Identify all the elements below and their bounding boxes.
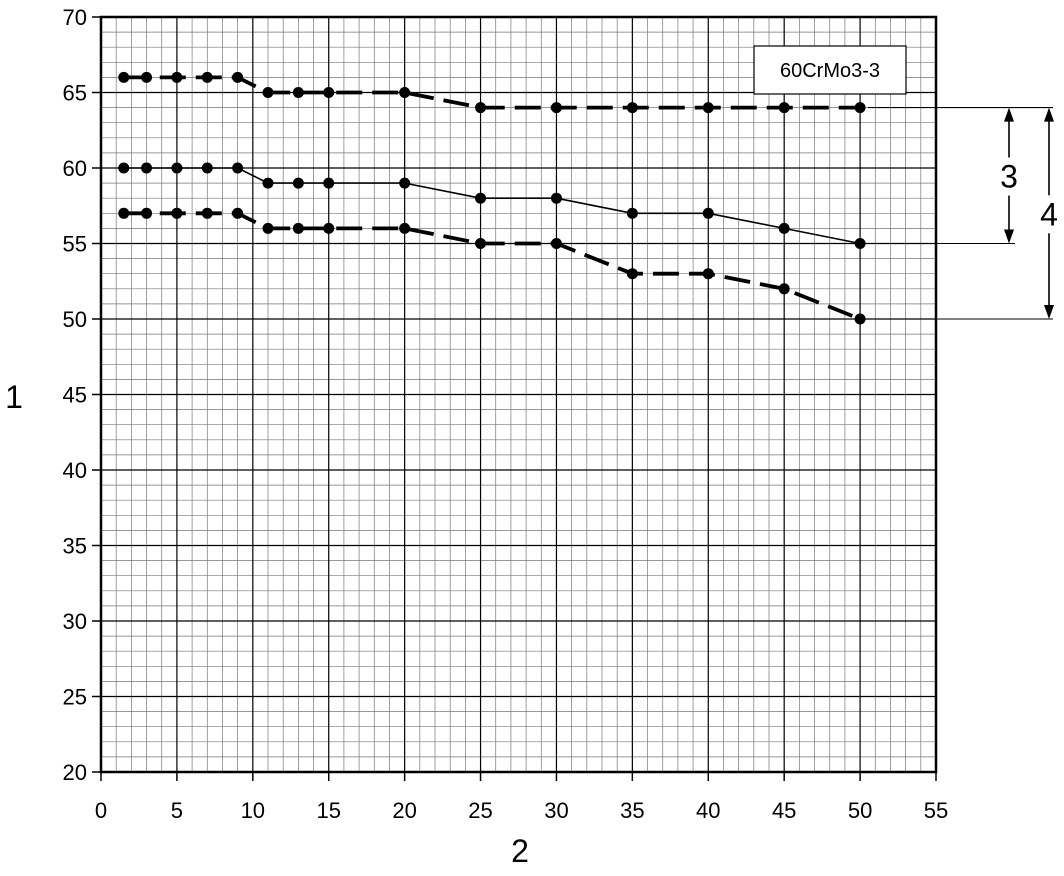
x-tick-label: 35 — [620, 798, 644, 823]
x-tick-label: 10 — [241, 798, 265, 823]
x-tick-label: 30 — [544, 798, 568, 823]
x-axis-title: 2 — [511, 833, 529, 869]
data-point — [292, 87, 304, 98]
data-point — [778, 102, 790, 114]
x-tick-label: 45 — [772, 798, 796, 823]
x-tick-label: 50 — [848, 798, 872, 823]
y-tick-label: 20 — [63, 760, 87, 785]
data-point — [141, 162, 153, 174]
data-point — [702, 268, 714, 280]
grid-major — [100, 16, 937, 773]
x-tick-label: 5 — [171, 798, 183, 823]
legend-box — [753, 45, 907, 95]
x-tick-label: 20 — [392, 798, 416, 823]
x-tick-label: 0 — [95, 798, 107, 823]
data-point — [854, 238, 866, 249]
data-point — [171, 71, 183, 83]
arrow-head-up — [1044, 107, 1054, 122]
annotations: 34 — [868, 107, 1060, 320]
data-point — [201, 162, 213, 174]
data-point — [550, 238, 562, 249]
data-point — [201, 207, 213, 219]
x-tick-label: 15 — [316, 798, 340, 823]
annotation-label: 3 — [1000, 159, 1018, 195]
x-tick-labels: 0 5 10 15 20 25 30 35 40 45 50 55 — [95, 798, 948, 823]
series-line-2 — [123, 167, 861, 245]
arrow-head-up — [1004, 107, 1014, 122]
y-tick-label: 70 — [63, 5, 87, 30]
data-point — [141, 207, 153, 219]
data-point — [171, 207, 183, 219]
data-point — [854, 102, 866, 114]
data-point — [626, 268, 638, 280]
data-point — [292, 177, 304, 189]
tick-marks — [92, 16, 937, 781]
y-tick-label: 25 — [63, 685, 87, 710]
data-point — [171, 162, 183, 174]
data-point — [475, 102, 487, 114]
data-point — [232, 71, 244, 83]
data-point — [702, 207, 714, 219]
data-point — [141, 71, 153, 83]
arrow-head-down — [1044, 305, 1054, 319]
data-point — [292, 222, 304, 234]
x-tick-label: 55 — [924, 798, 948, 823]
x-tick-label: 25 — [468, 798, 492, 823]
y-tick-label: 55 — [63, 232, 87, 257]
data-point — [399, 222, 411, 234]
data-point — [323, 222, 335, 234]
y-tick-label: 60 — [63, 156, 87, 181]
y-tick-labels: 20 25 30 35 40 45 50 55 60 65 70 — [63, 5, 87, 785]
data-point — [626, 102, 638, 114]
y-tick-label: 30 — [63, 609, 87, 634]
y-axis-title: 1 — [5, 379, 23, 415]
series-line-1 — [123, 75, 861, 110]
series-line-3 — [123, 211, 861, 321]
data-point — [399, 177, 411, 189]
annotation-label-backdrop — [998, 157, 1020, 196]
legend-text: 60CrMo3-3 — [780, 60, 880, 82]
legend: 60CrMo3-3 — [753, 45, 907, 95]
data-point — [232, 162, 244, 174]
arrow-head-down — [1004, 229, 1014, 244]
data-point — [475, 238, 487, 249]
data-point — [475, 192, 487, 204]
series-points — [118, 71, 866, 325]
data-point — [854, 313, 866, 325]
data-point — [323, 177, 335, 189]
annotation-label: 4 — [1040, 196, 1058, 232]
data-point — [399, 87, 411, 98]
data-point — [778, 222, 790, 234]
y-tick-label: 50 — [63, 307, 87, 332]
x-tick-label: 40 — [696, 798, 720, 823]
data-point — [201, 71, 213, 83]
y-tick-label: 45 — [63, 383, 87, 408]
data-point — [778, 283, 790, 295]
y-tick-label: 40 — [63, 458, 87, 483]
y-tick-label: 35 — [63, 534, 87, 559]
data-point — [262, 222, 274, 234]
data-point — [118, 71, 130, 83]
data-point — [702, 102, 714, 114]
data-point — [550, 102, 562, 114]
data-point — [118, 162, 130, 174]
data-point — [323, 87, 335, 98]
data-point — [262, 177, 274, 189]
y-tick-label: 65 — [63, 81, 87, 106]
annotation-label-backdrop — [1038, 195, 1060, 234]
data-point — [262, 87, 274, 98]
data-point — [626, 207, 638, 219]
data-point — [118, 207, 130, 219]
data-point — [232, 207, 244, 219]
data-point — [550, 192, 562, 204]
